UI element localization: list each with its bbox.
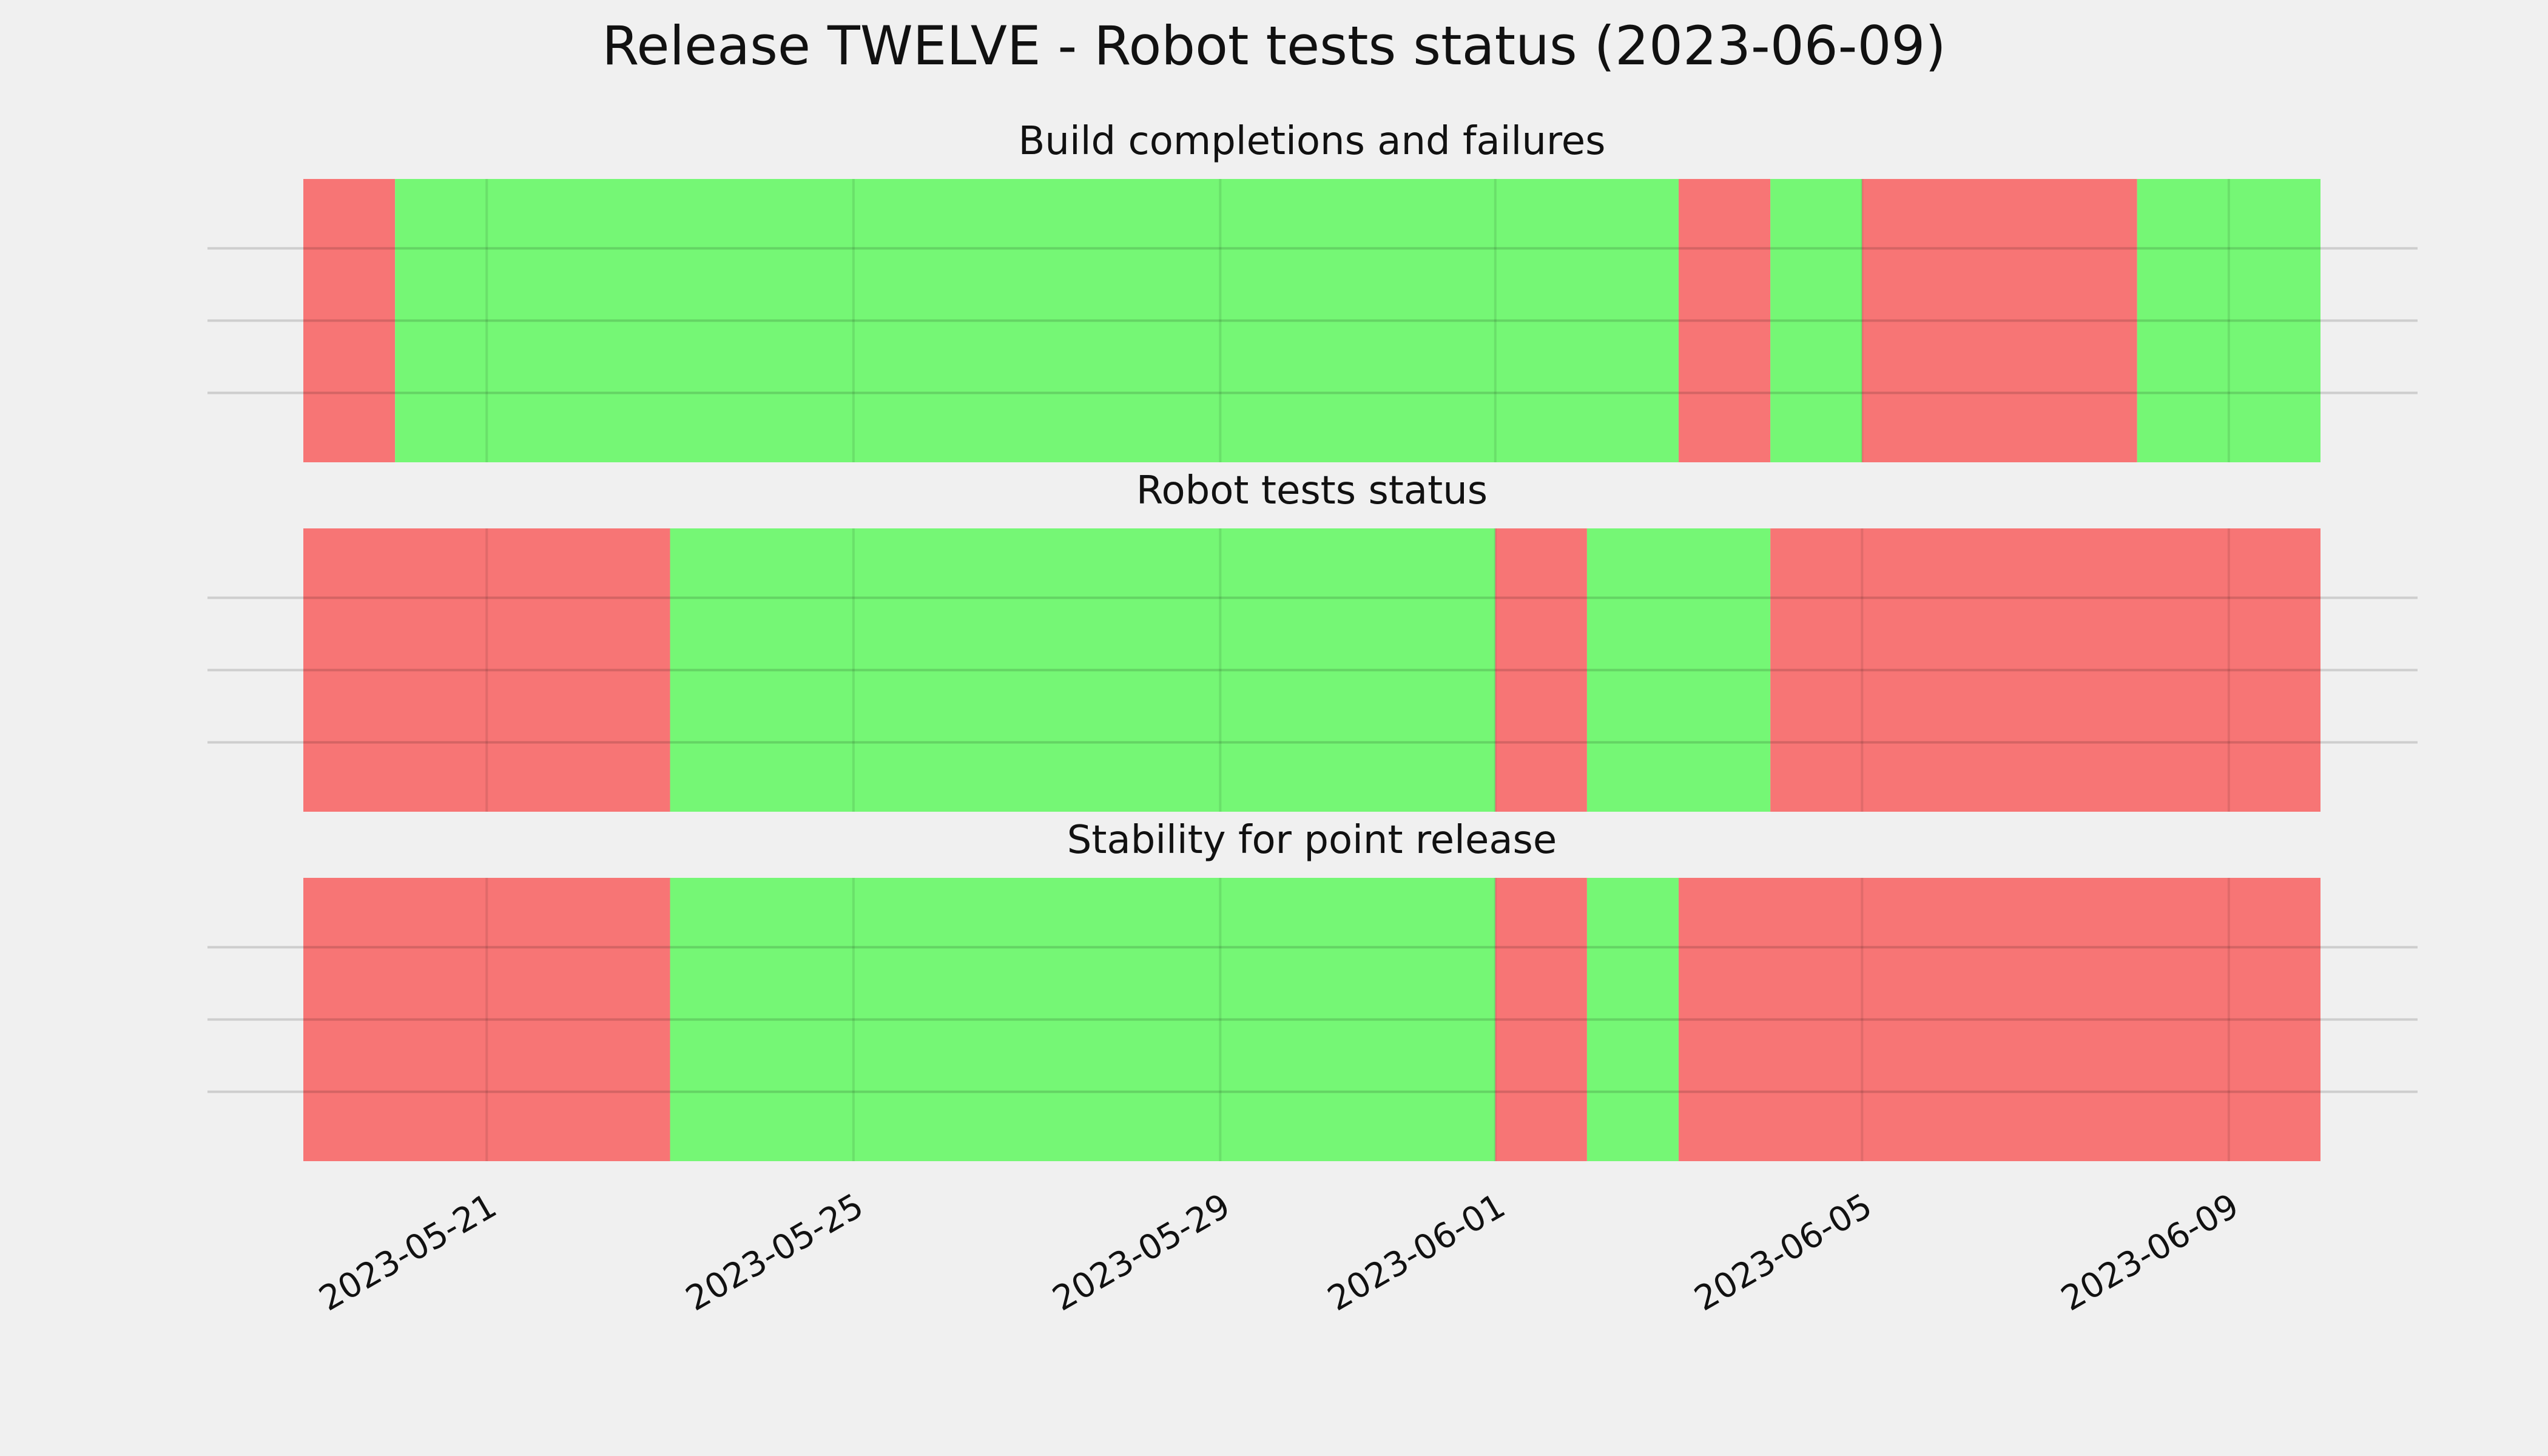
status-segment-fail <box>303 179 396 462</box>
panel-3: Stability for point release <box>207 818 2418 1161</box>
panel-title: Stability for point release <box>1067 818 1557 863</box>
status-segment-fail <box>1495 528 1587 812</box>
chart-title: Release TWELVE - Robot tests status (202… <box>602 15 1946 77</box>
panel-title: Build completions and failures <box>1019 119 1606 164</box>
status-segment-pass <box>670 878 1495 1161</box>
chart-panels: Build completions and failures Robot test… <box>207 119 2418 1161</box>
status-segment-pass <box>1586 528 1771 812</box>
panel-title: Robot tests status <box>1136 468 1488 513</box>
status-segment-fail <box>1679 179 1771 462</box>
status-segment-fail <box>1495 878 1587 1161</box>
status-segment-fail <box>1770 528 2320 812</box>
status-segment-fail <box>1679 878 2320 1161</box>
status-segment-fail <box>1862 179 2137 462</box>
status-segment-pass <box>1586 878 1679 1161</box>
status-segment-fail <box>303 528 670 812</box>
status-segment-pass <box>395 179 1679 462</box>
status-segment-pass <box>670 528 1495 812</box>
status-segment-pass <box>1770 179 1862 462</box>
status-segment-pass <box>2137 179 2320 462</box>
panel-1: Build completions and failures <box>207 119 2418 462</box>
panel-2: Robot tests status <box>207 468 2418 812</box>
status-segment-fail <box>303 878 670 1161</box>
